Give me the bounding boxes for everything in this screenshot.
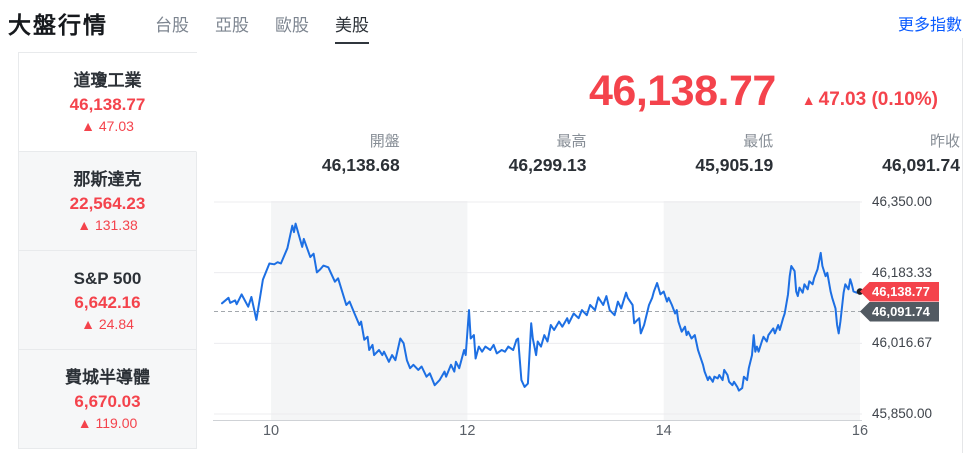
x-tick-label: 14 (655, 423, 672, 439)
price-line (221, 222, 861, 392)
y-tick-label: 45,850.00 (872, 406, 933, 421)
stat-label: 開盤 (369, 133, 400, 150)
ohlc-stats: 開盤 46,138.68 最高 46,299.13 最低 45,905.19 昨… (213, 131, 960, 179)
session-band (663, 201, 860, 420)
more-indices-link[interactable]: 更多指數 (897, 17, 962, 34)
tab-us-stocks[interactable]: 美股 (335, 11, 369, 44)
up-triangle-icon: ▲ (801, 92, 816, 108)
right-divider (962, 38, 963, 453)
tab-tw-stocks[interactable]: 台股 (155, 16, 189, 35)
sidebar-item-sox[interactable]: 費城半導體 6,670.03 ▲ 119.00 (19, 350, 197, 449)
index-name: 費城半導體 (65, 368, 150, 387)
y-tick-label: 46,016.67 (872, 335, 933, 351)
y-tick-label: 46,350.00 (872, 194, 933, 209)
market-tabs: 台股 亞股 歐股 美股 (155, 0, 369, 44)
sidebar-item-dow-jones[interactable]: 道瓊工業 46,138.77 ▲ 47.03 (19, 53, 197, 152)
sidebar-item-sp500[interactable]: S&P 500 6,642.16 ▲ 24.84 (19, 251, 197, 350)
stat-value: 46,091.74 (882, 155, 960, 175)
stat-open: 開盤 46,138.68 (213, 131, 400, 179)
last-price-badge: 46,138.77 (860, 281, 939, 302)
index-change: ▲ 131.38 (77, 217, 138, 233)
index-name: 道瓊工業 (73, 71, 142, 90)
stat-low: 最低 45,905.19 (587, 131, 774, 179)
index-name: S&P 500 (73, 269, 142, 288)
header: 大盤行情 台股 亞股 歐股 美股 更多指數 (8, 0, 962, 46)
price-change: ▲ 47.03 (0.10%) (802, 89, 938, 111)
index-sidebar: 道瓊工業 46,138.77 ▲ 47.03 那斯達克 22,564.23 ▲ … (18, 52, 197, 449)
prev-close-badge: 46,091.74 (860, 301, 939, 322)
index-change: ▲ 119.00 (77, 415, 138, 431)
stat-value: 45,905.19 (695, 155, 774, 175)
sidebar-item-nasdaq[interactable]: 那斯達克 22,564.23 ▲ 131.38 (19, 152, 197, 251)
stat-label: 最高 (556, 133, 587, 150)
index-change: ▲ 47.03 (81, 118, 134, 134)
x-tick-label: 10 (262, 423, 280, 439)
page-title: 大盤行情 (8, 12, 108, 38)
stat-value: 46,138.68 (321, 155, 400, 175)
stat-label: 昨收 (929, 133, 960, 150)
y-tick-label: 46,183.33 (872, 264, 933, 280)
stat-label: 最低 (743, 133, 774, 150)
x-tick-label: 16 (851, 423, 869, 439)
stat-high: 最高 46,299.13 (400, 131, 587, 179)
session-band (271, 201, 468, 420)
index-change: ▲ 24.84 (81, 316, 134, 332)
index-name: 那斯達克 (73, 170, 142, 189)
index-value: 6,670.03 (74, 392, 141, 411)
price-change-text: 47.03 (0.10%) (818, 89, 938, 110)
stat-prev-close: 昨收 46,091.74 (773, 131, 960, 179)
last-price: 46,138.77 (588, 67, 776, 115)
index-value: 22,564.23 (69, 194, 146, 213)
index-value: 6,642.16 (74, 293, 141, 312)
quote-block: 46,138.77 ▲ 47.03 (0.10%) (380, 64, 938, 118)
stat-value: 46,299.13 (508, 155, 587, 175)
x-tick-label: 12 (459, 423, 476, 439)
tab-europe-stocks[interactable]: 歐股 (275, 16, 309, 35)
index-value: 46,138.77 (69, 95, 146, 114)
tab-asia-stocks[interactable]: 亞股 (215, 16, 249, 35)
